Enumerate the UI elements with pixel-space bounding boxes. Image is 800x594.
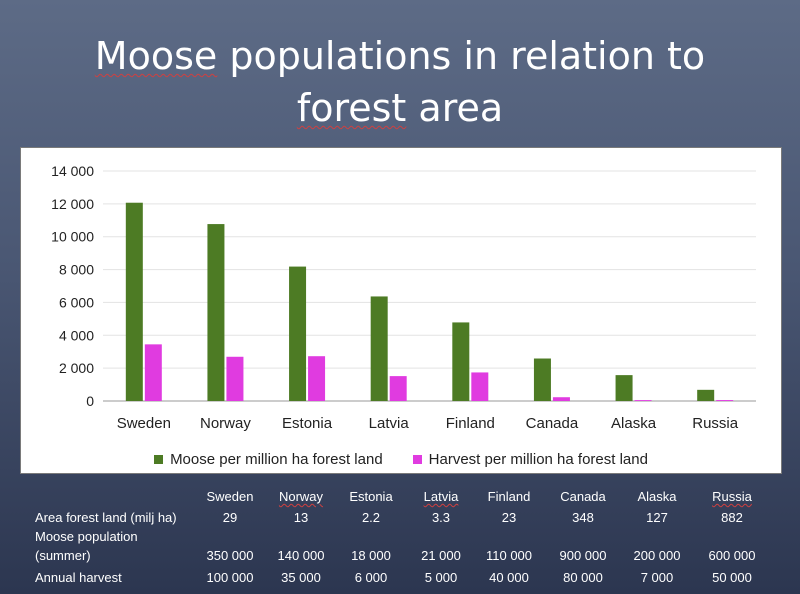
col-header: Canada: [560, 489, 606, 504]
bar-moose: [533, 358, 551, 401]
table-cell: 23: [501, 510, 517, 525]
chart-legend: Moose per million ha forest land Harvest…: [21, 449, 781, 469]
table-cell: 40 000: [489, 570, 529, 585]
y-tick-label: 0: [86, 393, 94, 409]
table-cell: 100 000: [206, 570, 254, 585]
y-tick-label: 2 000: [59, 360, 94, 376]
bar-moose: [452, 322, 470, 401]
x-category-label: Russia: [692, 415, 739, 432]
x-category-label: Latvia: [369, 415, 410, 432]
y-tick-label: 6 000: [59, 294, 94, 310]
table-cell: 2.2: [361, 510, 381, 525]
col-header: Russia: [712, 489, 752, 504]
y-tick-label: 12 000: [51, 196, 94, 212]
legend-swatch-pink: [412, 454, 422, 464]
x-category-label: Norway: [200, 415, 251, 432]
table-cell: 200 000: [633, 548, 681, 563]
table-cell: 80 000: [563, 570, 603, 585]
title-line-2-rest: area: [406, 86, 504, 130]
title-word-forest: forest: [296, 86, 407, 130]
x-category-label: Finland: [446, 415, 495, 432]
table-cell: 882: [721, 510, 743, 525]
slide-title: Moose populations in relation to forest …: [0, 30, 800, 134]
table-cell: 348: [572, 510, 594, 525]
bar-moose: [615, 375, 633, 401]
row-label-population: Moose population: [35, 529, 138, 544]
table-cell: 900 000: [559, 548, 607, 563]
col-header: Latvia: [423, 489, 459, 504]
table-cell: 5 000: [424, 570, 458, 585]
chart-area: 0 2 000 4 000 6 000 8 000 10 000 12 000 14 000 S…: [20, 147, 782, 474]
col-header: Finland: [487, 489, 531, 504]
y-tick-label: 4 000: [59, 327, 94, 343]
x-category-label: Canada: [526, 415, 579, 432]
bar-moose: [697, 389, 715, 401]
col-header: Alaska: [637, 489, 677, 504]
bar-harvest: [144, 344, 162, 401]
table-cell: 29: [222, 510, 238, 525]
table-cell: 6 000: [354, 570, 388, 585]
col-header: Sweden: [206, 489, 254, 504]
col-header: Norway: [278, 489, 324, 504]
legend-item-moose: Moose per million ha forest land: [154, 449, 383, 469]
y-tick-label: 14 000: [51, 163, 94, 179]
table-cell: 110 000: [485, 548, 533, 563]
title-line-1-rest: populations in relation to: [217, 34, 706, 78]
bar-harvest: [634, 400, 652, 401]
bar-moose: [207, 224, 225, 401]
table-cell: 600 000: [708, 548, 756, 563]
bar-harvest: [389, 376, 407, 401]
legend-swatch-green: [154, 454, 164, 464]
legend-item-harvest: Harvest per million ha forest land: [412, 449, 648, 469]
y-tick-label: 8 000: [59, 262, 94, 278]
x-category-label: Estonia: [282, 415, 333, 432]
table-cell: 7 000: [640, 570, 674, 585]
bar-moose: [370, 296, 388, 401]
table-cell: 21 000: [421, 548, 461, 563]
bar-harvest: [308, 356, 326, 401]
x-category-label: Alaska: [611, 415, 657, 432]
bar-harvest: [552, 397, 570, 401]
table-cell: 35 000: [281, 570, 321, 585]
bar-chart: 0 2 000 4 000 6 000 8 000 10 000 12 000 14 000 S…: [51, 163, 756, 432]
title-word-moose: Moose: [94, 34, 218, 78]
y-tick-label: 10 000: [51, 229, 94, 245]
bar-harvest: [716, 400, 734, 401]
table-cell: 13: [293, 510, 309, 525]
table-cell: 140 000: [277, 548, 325, 563]
row-label-population-sub: (summer): [35, 548, 91, 563]
col-header: Estonia: [349, 489, 393, 504]
bar-moose: [289, 266, 307, 401]
title-line-1: Moose populations in relation to: [0, 30, 800, 82]
legend-label-moose: Moose per million ha forest land: [170, 450, 383, 468]
row-label-harvest: Annual harvest: [35, 570, 122, 585]
bar-harvest: [226, 356, 244, 401]
table-cell: 350 000: [206, 548, 254, 563]
data-table: Sweden Norway Estonia Latvia Finland Can…: [0, 487, 800, 594]
title-line-2: forest area: [0, 82, 800, 134]
table-cell: 18 000: [351, 548, 391, 563]
bar-harvest: [471, 372, 489, 401]
table-cell: 50 000: [712, 570, 752, 585]
row-label-area: Area forest land (milj ha): [35, 510, 177, 525]
legend-label-harvest: Harvest per million ha forest land: [428, 450, 648, 468]
bar-moose: [125, 202, 143, 401]
x-category-label: Sweden: [117, 415, 171, 432]
table-cell: 3.3: [431, 510, 451, 525]
table-cell: 127: [646, 510, 668, 525]
